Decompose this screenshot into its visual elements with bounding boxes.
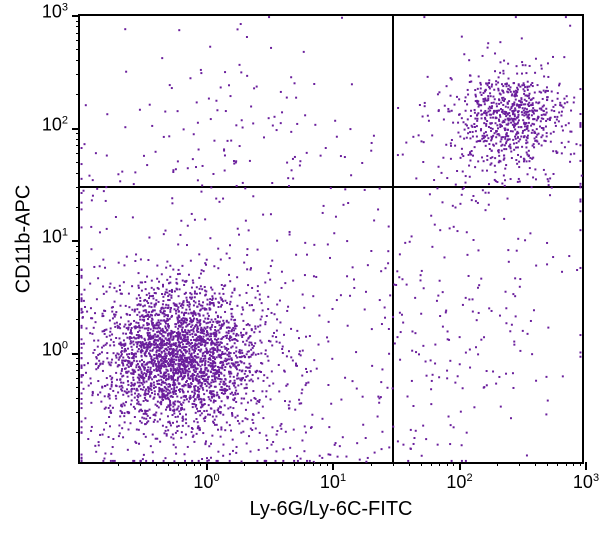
- x-tick-mark: [168, 462, 169, 466]
- y-tick-mark: [76, 187, 80, 188]
- y-tick-label: 101: [42, 227, 80, 248]
- x-tick-mark: [439, 462, 440, 466]
- y-tick-mark: [76, 285, 80, 286]
- plot-area: 100101102103100101102103: [78, 14, 584, 464]
- x-tick-mark: [327, 462, 328, 466]
- y-tick-mark: [76, 378, 80, 379]
- x-tick-mark: [393, 462, 394, 466]
- y-tick-mark: [76, 74, 80, 75]
- y-tick-mark: [76, 153, 80, 154]
- y-tick-mark: [76, 49, 80, 50]
- x-tick-mark: [244, 462, 245, 466]
- y-tick-mark: [76, 398, 80, 399]
- x-tick-mark: [573, 462, 574, 466]
- x-tick-mark: [557, 462, 558, 466]
- x-tick-mark: [186, 462, 187, 466]
- y-tick-mark: [76, 60, 80, 61]
- x-tick-mark: [566, 462, 567, 466]
- y-tick-mark: [76, 370, 80, 371]
- x-tick-mark: [156, 462, 157, 466]
- y-tick-mark: [76, 94, 80, 95]
- y-tick-mark: [76, 387, 80, 388]
- x-tick-label: 102: [446, 462, 472, 493]
- x-tick-mark: [371, 462, 372, 466]
- y-tick-mark: [76, 26, 80, 27]
- x-tick-mark: [194, 462, 195, 466]
- x-tick-mark: [453, 462, 454, 466]
- x-tick-mark: [294, 462, 295, 466]
- y-tick-mark: [76, 145, 80, 146]
- y-tick-mark: [76, 33, 80, 34]
- x-tick-mark: [320, 462, 321, 466]
- x-tick-mark: [304, 462, 305, 466]
- y-axis-label: CD11b-APC: [13, 185, 36, 294]
- y-tick-mark: [76, 21, 80, 22]
- x-tick-mark: [313, 462, 314, 466]
- y-tick-mark: [76, 207, 80, 208]
- x-tick-mark: [266, 462, 267, 466]
- x-tick-mark: [580, 462, 581, 466]
- x-tick-mark: [282, 462, 283, 466]
- x-tick-mark: [431, 462, 432, 466]
- y-tick-mark: [76, 364, 80, 365]
- x-tick-label: 100: [193, 462, 219, 493]
- x-tick-mark: [497, 462, 498, 466]
- y-tick-mark: [76, 258, 80, 259]
- y-tick-mark: [76, 274, 80, 275]
- y-tick-mark: [76, 432, 80, 433]
- y-tick-mark: [76, 412, 80, 413]
- y-tick-mark: [76, 173, 80, 174]
- y-tick-label: 103: [42, 2, 80, 23]
- x-axis-label: Ly-6G/Ly-6C-FITC: [250, 498, 413, 521]
- y-tick-mark: [76, 40, 80, 41]
- y-tick-mark: [76, 139, 80, 140]
- x-tick-mark: [409, 462, 410, 466]
- y-tick-label: 102: [42, 114, 80, 135]
- x-tick-mark: [547, 462, 548, 466]
- y-tick-mark: [76, 162, 80, 163]
- y-tick-mark: [76, 133, 80, 134]
- scatter-points: [80, 16, 582, 462]
- x-tick-mark: [421, 462, 422, 466]
- x-tick-label: 101: [320, 462, 346, 493]
- y-tick-mark: [76, 251, 80, 252]
- y-tick-label: 100: [42, 339, 80, 360]
- figure: 100101102103100101102103 CD11b-APC Ly-6G…: [0, 0, 600, 537]
- x-tick-mark: [519, 462, 520, 466]
- x-tick-mark: [178, 462, 179, 466]
- x-tick-mark: [535, 462, 536, 466]
- y-tick-mark: [76, 319, 80, 320]
- x-tick-mark: [447, 462, 448, 466]
- y-tick-mark: [76, 246, 80, 247]
- x-tick-label: 103: [573, 462, 599, 493]
- x-tick-mark: [118, 462, 119, 466]
- y-tick-mark: [76, 265, 80, 266]
- x-tick-mark: [200, 462, 201, 466]
- y-tick-mark: [76, 358, 80, 359]
- y-tick-mark: [76, 299, 80, 300]
- x-tick-mark: [140, 462, 141, 466]
